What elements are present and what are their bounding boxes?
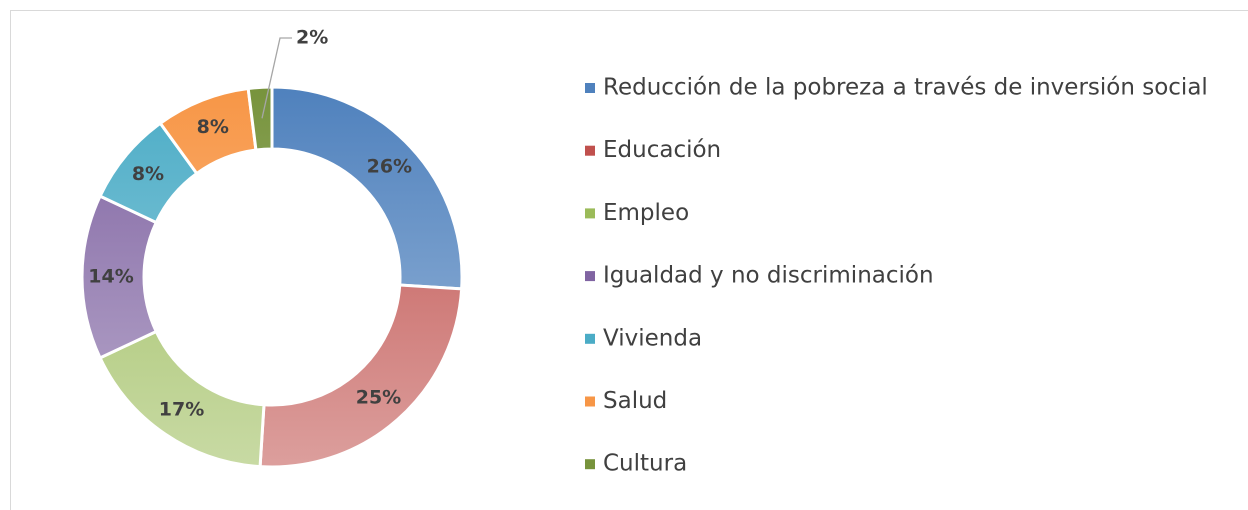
legend-label: Educación — [603, 137, 721, 163]
legend-label: Cultura — [603, 451, 687, 477]
legend-label: Igualdad y no discriminación — [603, 263, 934, 289]
legend-swatch — [585, 83, 595, 93]
data-label: 25% — [356, 386, 401, 408]
legend-label: Empleo — [603, 200, 689, 226]
legend-label: Reducción de la pobreza a través de inve… — [603, 75, 1208, 101]
legend-swatch — [585, 396, 595, 407]
legend: Reducción de la pobreza a través de inve… — [585, 75, 1208, 477]
legend-swatch — [585, 459, 595, 470]
legend-label: Salud — [603, 388, 667, 414]
data-label: 2% — [296, 27, 328, 49]
legend-label: Vivienda — [603, 325, 702, 351]
legend-swatch — [585, 145, 595, 156]
legend-swatch — [585, 208, 595, 219]
data-label: 8% — [132, 163, 164, 185]
data-label: 14% — [88, 266, 133, 288]
data-label: 26% — [367, 155, 412, 177]
data-label: 17% — [159, 399, 204, 421]
data-label: 8% — [197, 116, 229, 138]
donut-segment — [258, 283, 464, 469]
legend-swatch — [585, 271, 595, 282]
donut-segment — [270, 85, 464, 291]
chart-border — [10, 10, 1248, 510]
leader-line — [261, 37, 293, 119]
legend-swatch — [585, 333, 595, 344]
